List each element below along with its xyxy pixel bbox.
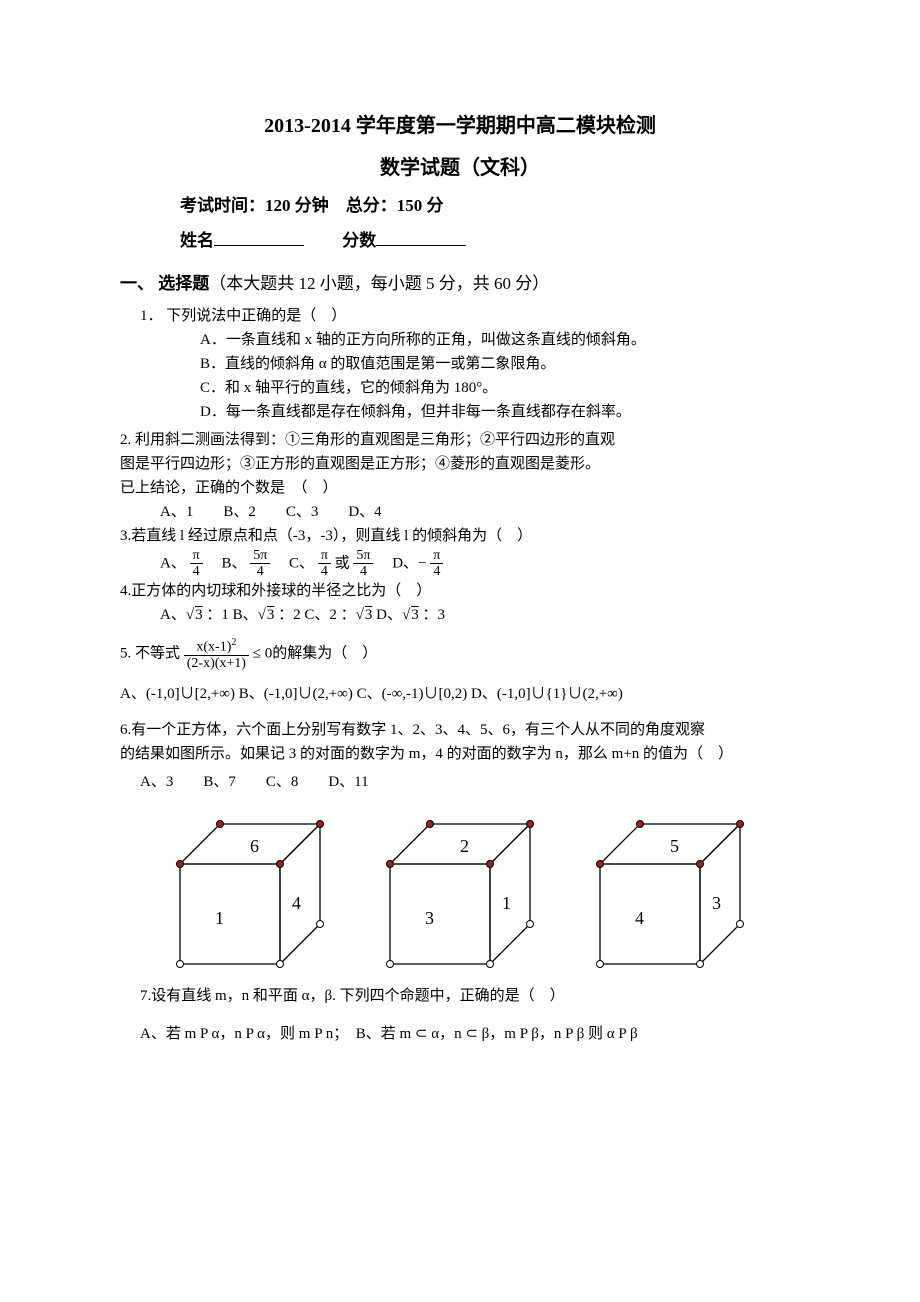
name-score-line: 姓名 分数 xyxy=(180,227,800,254)
q4-B-pre: B、 xyxy=(233,607,258,623)
cube-face-number: 4 xyxy=(292,889,301,918)
q4-D-post: ：3 xyxy=(419,607,445,623)
cube-face-number: 3 xyxy=(712,889,721,918)
q4-A-rad: 3 xyxy=(194,607,203,623)
q2-line3: 已上结论，正确的个数是 （ ） xyxy=(120,476,800,500)
q2-opts: A、1 B、2 C、3 D、4 xyxy=(160,500,800,524)
cube-face-number: 6 xyxy=(250,832,259,861)
q4-opts: A、√3 ：1 B、√3 ：2 C、2 ：√3 D、√3 ：3 xyxy=(160,603,800,627)
q3-C-mid: 或 xyxy=(335,555,350,571)
q1-num: 1． xyxy=(140,308,163,324)
q7-opts: A、若 m P α，n P α，则 m P n； B、若 m ⊂ α，n ⊂ β… xyxy=(140,1022,800,1046)
q3-A-frac: π4 xyxy=(190,548,203,580)
name-blank[interactable] xyxy=(214,228,304,246)
q1-optD: D．每一条直线都是存在倾斜角，但并非每一条直线都存在斜率。 xyxy=(200,400,800,424)
q7-stem: 7.设有直线 m，n 和平面 α，β. 下列四个命题中，正确的是（ ） xyxy=(140,984,800,1008)
q2-line2: 图是平行四边形；③正方形的直观图是正方形；④菱形的直观图是菱形。 xyxy=(120,452,800,476)
q3-D-pre: D、− xyxy=(392,555,426,571)
section-name: 选择题 xyxy=(158,274,209,293)
q6-opts: A、3 B、7 C、8 D、11 xyxy=(140,770,800,794)
q4-B-post: ：2 xyxy=(274,607,300,623)
q4-C-pre: C、2 ： xyxy=(304,607,355,623)
exam-meta: 考试时间：120 分钟 总分：150 分 xyxy=(180,192,800,219)
q1: 1． 下列说法中正确的是（ ） A．一条直线和 x 轴的正方向所称的正角，叫做这… xyxy=(140,304,800,424)
q5-frac: x(x-1)2 (2-x)(x+1) xyxy=(184,637,249,671)
q1-optA: A．一条直线和 x 轴的正方向所称的正角，叫做这条直线的倾斜角。 xyxy=(200,328,800,352)
q3-C-frac2: 5π4 xyxy=(353,548,373,580)
score-label: 分数 xyxy=(342,231,376,250)
section-num: 一、 xyxy=(120,274,154,293)
q4-D-rad: 3 xyxy=(410,607,419,623)
q5-post: ≤ 0的解集为（ ） xyxy=(253,646,377,662)
q3-B-frac: 5π4 xyxy=(250,548,270,580)
q1-stem: 下列说法中正确的是（ ） xyxy=(166,308,346,324)
q3-D-frac: π4 xyxy=(430,548,443,580)
q3-stem: 3.若直线 l 经过原点和点（-3，-3），则直线 l 的倾斜角为（ ） xyxy=(120,524,800,548)
q4-A-post: ：1 xyxy=(203,607,229,623)
q6-line2: 的结果如图所示。如果记 3 的对面的数字为 m，4 的对面的数字为 n，那么 m… xyxy=(120,742,800,766)
q1-optC: C．和 x 轴平行的直线，它的倾斜角为 180°。 xyxy=(200,376,800,400)
q7: 7.设有直线 m，n 和平面 α，β. 下列四个命题中，正确的是（ ） A、若 … xyxy=(120,984,800,1046)
q4-D-pre: D、 xyxy=(376,607,402,623)
title-line-1: 2013-2014 学年度第一学期期中高二模块检测 xyxy=(120,110,800,142)
q1-optB: B．直线的倾斜角 α 的取值范围是第一或第二象限角。 xyxy=(200,352,800,376)
q5-pre: 5. 不等式 xyxy=(120,646,180,662)
q6: 6.有一个正方体，六个面上分别写有数字 1、2、3、4、5、6，有三个人从不同的… xyxy=(120,718,800,974)
q4-stem: 4.正方体的内切球和外接球的半径之比为（ ） xyxy=(120,579,800,603)
cube-figures: 6 1 4 2 3 1 5 4 3 xyxy=(160,804,800,974)
score-blank[interactable] xyxy=(376,228,466,246)
section-1-header: 一、 选择题（本大题共 12 小题，每小题 5 分，共 60 分） xyxy=(120,270,800,297)
cube-face-number: 5 xyxy=(670,832,679,861)
q3-B-pre: B、 xyxy=(221,555,246,571)
q3-C-pre: C、 xyxy=(289,555,314,571)
cube-1: 6 1 4 xyxy=(160,804,330,974)
cube-face-number: 2 xyxy=(460,832,469,861)
q4-A-pre: A、 xyxy=(160,607,186,623)
q5-opts: A、(-1,0]∪[2,+∞) B、(-1,0]∪(2,+∞) C、(-∞,-1… xyxy=(120,682,800,706)
q4: 4.正方体的内切球和外接球的半径之比为（ ） A、√3 ：1 B、√3 ：2 C… xyxy=(120,579,800,627)
cube-face-number: 3 xyxy=(425,904,434,933)
q2: 2. 利用斜二测画法得到：①三角形的直观图是三角形；②平行四边形的直观 图是平行… xyxy=(120,428,800,524)
title-line-2: 数学试题（文科） xyxy=(120,152,800,184)
q3: 3.若直线 l 经过原点和点（-3，-3），则直线 l 的倾斜角为（ ） A、 … xyxy=(120,524,800,580)
cube-face-number: 4 xyxy=(635,904,644,933)
cube-2: 2 3 1 xyxy=(370,804,540,974)
q3-C-frac1: π4 xyxy=(318,548,331,580)
section-desc: （本大题共 12 小题，每小题 5 分，共 60 分） xyxy=(209,274,549,293)
q3-opts: A、 π4 B、 5π4 C、 π4 或 5π4 D、− π4 xyxy=(160,548,800,580)
q2-line1: 2. 利用斜二测画法得到：①三角形的直观图是三角形；②平行四边形的直观 xyxy=(120,428,800,452)
q6-line1: 6.有一个正方体，六个面上分别写有数字 1、2、3、4、5、6，有三个人从不同的… xyxy=(120,718,800,742)
cube-face-number: 1 xyxy=(215,904,224,933)
q4-C-rad: 3 xyxy=(364,607,373,623)
cube-3: 5 4 3 xyxy=(580,804,750,974)
name-label: 姓名 xyxy=(180,231,214,250)
q5: 5. 不等式 x(x-1)2 (2-x)(x+1) ≤ 0的解集为（ ） A、(… xyxy=(120,637,800,705)
cube-face-number: 1 xyxy=(502,889,511,918)
q3-A-pre: A、 xyxy=(160,555,186,571)
